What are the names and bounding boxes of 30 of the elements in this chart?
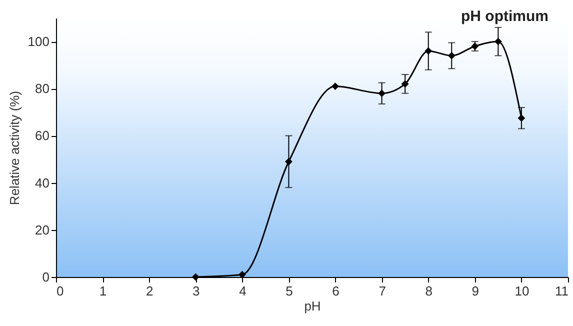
x-tick-label: 9 <box>472 284 480 298</box>
point <box>285 158 292 166</box>
point <box>238 270 246 278</box>
x-tick-label: 10 <box>514 284 530 298</box>
x-tick-label: 2 <box>146 284 154 298</box>
point <box>401 80 409 88</box>
y-tick-label: 0 <box>42 270 50 284</box>
x-tick-label: 1 <box>99 284 107 298</box>
y-tick-label: 40 <box>35 175 50 190</box>
point <box>494 38 502 46</box>
point <box>448 52 456 60</box>
y-tick-label: 20 <box>35 222 50 238</box>
y-tick-label: 60 <box>35 128 50 144</box>
x-tick-label: 5 <box>286 284 293 298</box>
x-axis-title: pH <box>304 298 321 314</box>
point <box>424 47 432 55</box>
chart-title: pH optimum <box>461 8 548 25</box>
y-tick-label: 100 <box>28 34 50 50</box>
point <box>518 114 526 122</box>
y-axis-title: Relative activity (%) <box>6 90 22 206</box>
x-tick-label: 6 <box>332 284 340 298</box>
x-tick-label: 11 <box>555 284 568 298</box>
point <box>332 82 339 90</box>
y-tick-label: 80 <box>35 81 50 96</box>
x-tick-label: 0 <box>56 284 64 298</box>
point <box>378 90 386 98</box>
x-tick-label: 8 <box>425 284 432 298</box>
x-tick-label: 3 <box>192 284 200 298</box>
x-tick-label: 7 <box>378 284 386 298</box>
x-tick-label: 4 <box>239 284 246 298</box>
